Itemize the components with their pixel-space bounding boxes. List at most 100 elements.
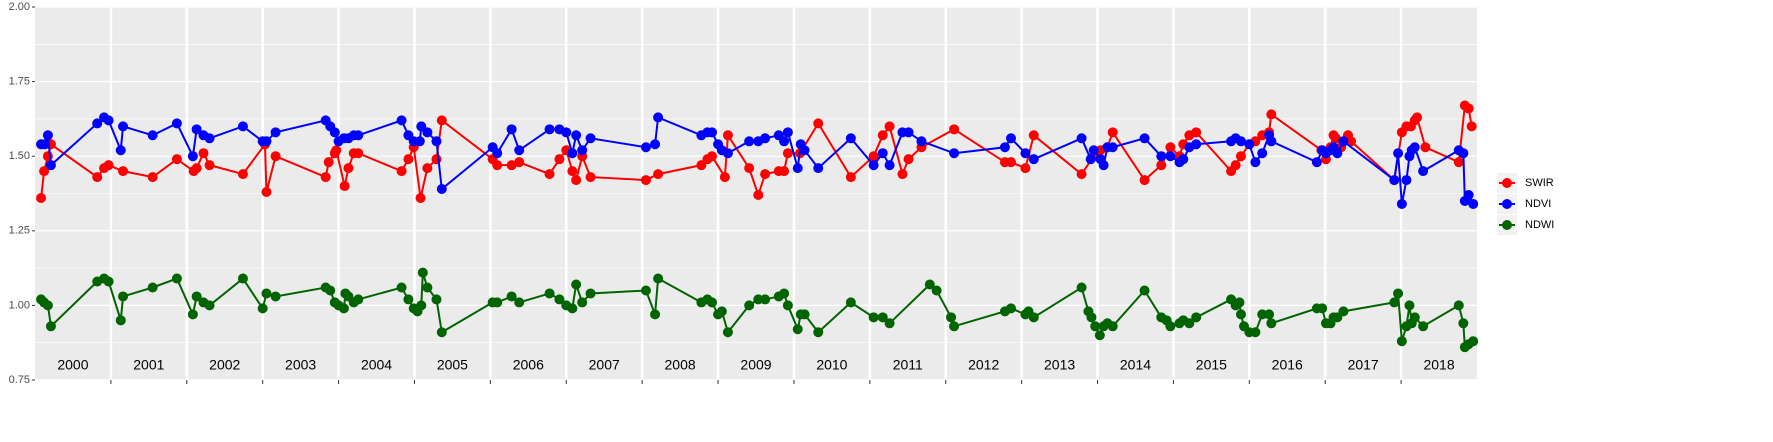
data-point: [868, 160, 879, 171]
data-point: [343, 163, 354, 174]
x-tick-label: 2002: [209, 357, 240, 373]
data-point: [36, 192, 47, 203]
data-point: [1165, 151, 1176, 162]
data-point: [1088, 145, 1099, 156]
data-point: [329, 127, 340, 138]
data-point: [782, 127, 793, 138]
data-point: [1250, 157, 1261, 168]
data-point: [396, 166, 407, 177]
data-point: [187, 309, 198, 320]
data-point: [1076, 169, 1087, 180]
data-point: [845, 297, 856, 308]
x-tick-label: 2009: [740, 357, 771, 373]
x-tick-label: 2010: [816, 357, 847, 373]
data-point: [187, 151, 198, 162]
data-point: [103, 160, 114, 171]
data-point: [42, 151, 53, 162]
data-point: [118, 121, 129, 132]
data-point: [1086, 312, 1097, 323]
data-point: [422, 282, 433, 293]
data-point: [1006, 133, 1017, 144]
legend-label: NDVI: [1525, 198, 1551, 210]
data-point: [1396, 336, 1407, 347]
x-tick-label: 2016: [1272, 357, 1303, 373]
data-point: [1020, 148, 1031, 159]
data-point: [782, 148, 793, 159]
data-point: [42, 130, 53, 141]
data-point: [640, 142, 651, 153]
data-point: [1235, 136, 1246, 147]
data-point: [261, 288, 272, 299]
data-point: [554, 154, 565, 165]
data-point: [1468, 336, 1479, 347]
data-point: [270, 151, 281, 162]
data-point: [422, 127, 433, 138]
data-point: [1094, 330, 1105, 341]
data-point: [1257, 148, 1268, 159]
x-tick-label: 2000: [57, 357, 88, 373]
data-point: [261, 136, 272, 147]
data-point: [753, 189, 764, 200]
data-point: [1458, 148, 1469, 159]
data-point: [396, 115, 407, 126]
data-point: [147, 282, 158, 293]
data-point: [1393, 288, 1404, 299]
data-point: [1090, 321, 1101, 332]
data-point: [353, 294, 364, 305]
data-point: [1020, 163, 1031, 174]
data-point: [650, 309, 661, 320]
x-tick-label: 2008: [665, 357, 696, 373]
data-point: [868, 151, 879, 162]
data-point: [403, 154, 414, 165]
data-point: [1028, 312, 1039, 323]
x-tick-label: 2011: [893, 357, 923, 373]
x-tick-label: 2017: [1348, 357, 1379, 373]
data-point: [1235, 151, 1246, 162]
data-point: [650, 139, 661, 150]
x-tick-label: 2013: [1044, 357, 1075, 373]
data-point: [45, 321, 56, 332]
legend-key-point: [1502, 199, 1512, 209]
data-point: [415, 192, 426, 203]
y-tick-label: 1.00: [9, 299, 30, 311]
data-point: [1230, 160, 1241, 171]
data-point: [237, 273, 248, 284]
data-point: [792, 324, 803, 335]
data-point: [514, 297, 525, 308]
data-point: [1409, 312, 1420, 323]
legend-key-point: [1502, 178, 1512, 188]
data-point: [171, 273, 182, 284]
x-tick-label: 2018: [1423, 357, 1454, 373]
data-point: [323, 157, 334, 168]
data-point: [115, 315, 126, 326]
data-point: [1264, 309, 1275, 320]
data-point: [653, 112, 664, 123]
data-point: [1393, 148, 1404, 159]
data-point: [744, 136, 755, 147]
data-point: [799, 309, 810, 320]
data-point: [779, 288, 790, 299]
data-point: [1139, 133, 1150, 144]
data-point: [39, 139, 50, 150]
data-point: [417, 267, 428, 278]
data-point: [1418, 321, 1429, 332]
data-point: [147, 172, 158, 183]
data-point: [706, 151, 717, 162]
x-tick-label: 2006: [513, 357, 544, 373]
data-point: [1404, 300, 1415, 311]
data-point: [237, 121, 248, 132]
data-point: [403, 294, 414, 305]
data-point: [1330, 133, 1341, 144]
data-point: [1463, 189, 1474, 200]
x-tick-label: 2015: [1196, 357, 1227, 373]
data-point: [237, 169, 248, 180]
data-point: [544, 288, 555, 299]
data-point: [719, 172, 730, 183]
data-point: [204, 300, 215, 311]
data-point: [571, 175, 582, 186]
data-point: [877, 130, 888, 141]
data-point: [1028, 130, 1039, 141]
data-point: [492, 297, 503, 308]
data-point: [325, 285, 336, 296]
data-point: [414, 136, 425, 147]
